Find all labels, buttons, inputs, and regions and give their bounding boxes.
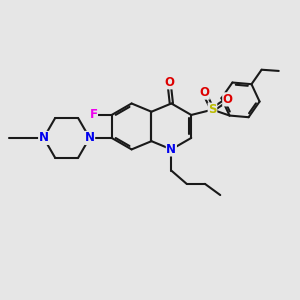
Text: O: O [199,86,209,99]
Text: N: N [39,131,49,144]
Text: N: N [85,131,94,144]
Text: S: S [208,103,217,116]
Text: N: N [167,143,176,156]
Text: O: O [164,76,174,89]
Text: F: F [89,109,98,122]
Text: O: O [223,93,233,106]
